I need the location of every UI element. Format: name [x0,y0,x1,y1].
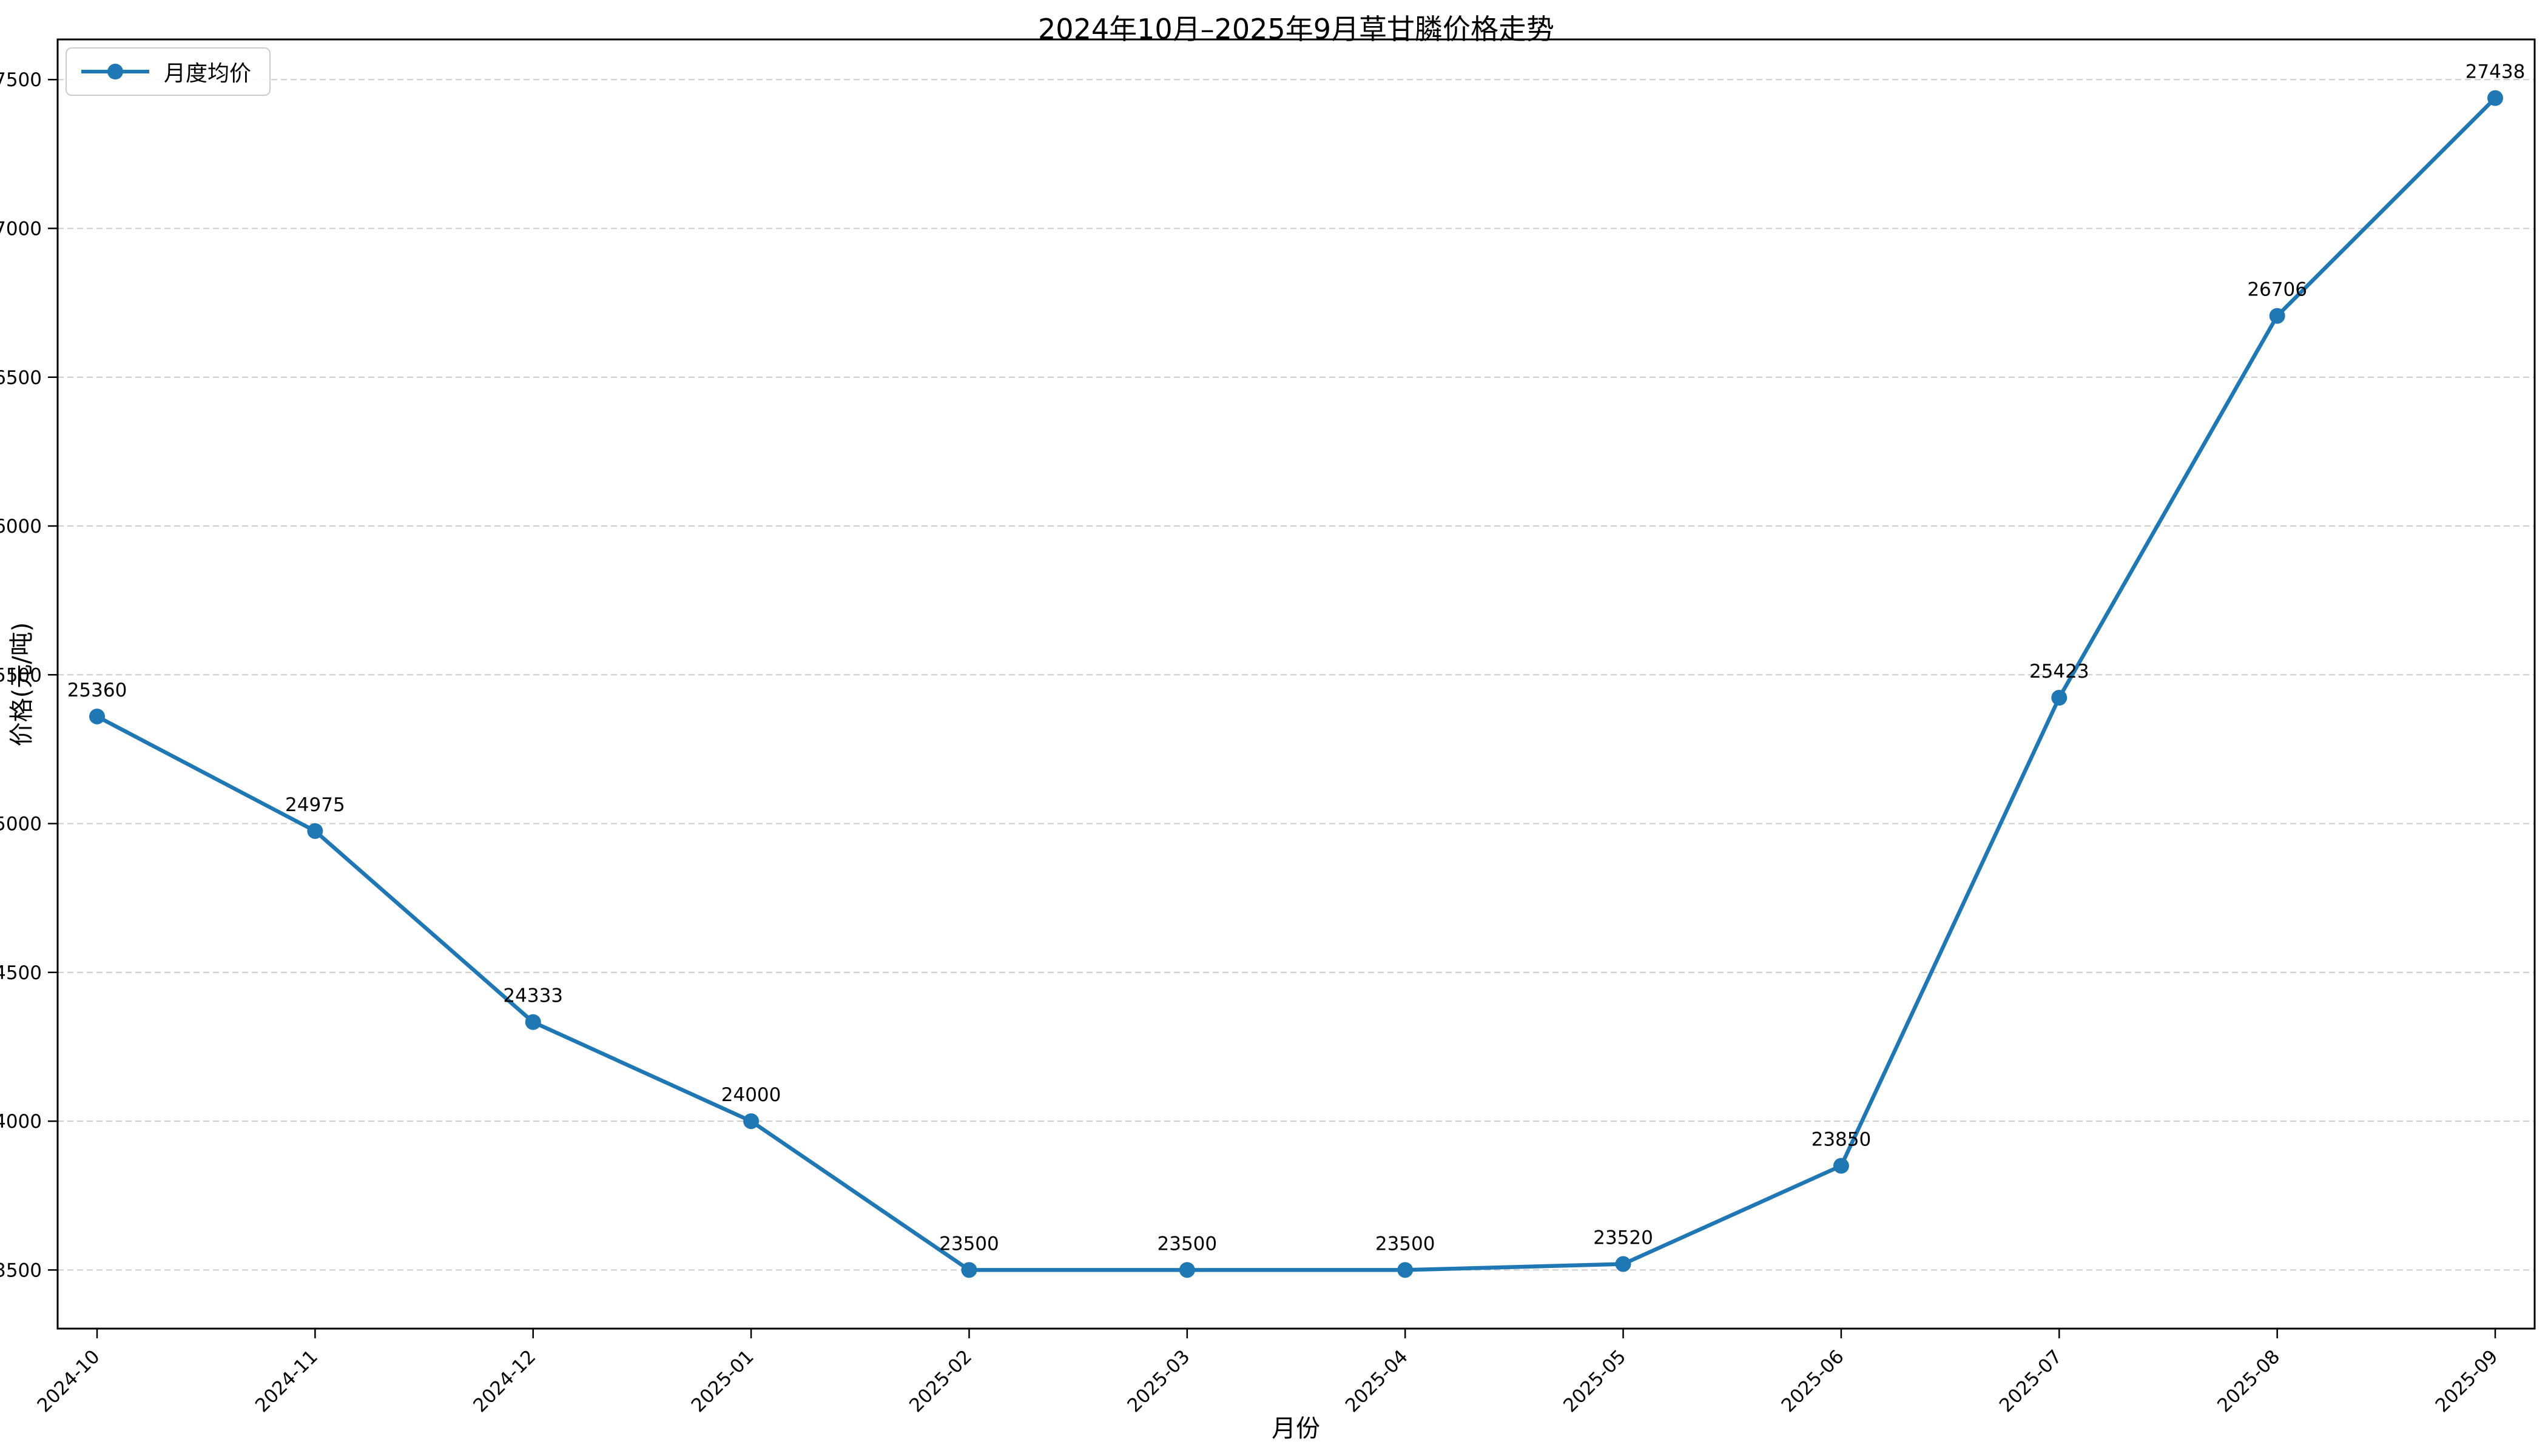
y-tick-label: 25000 [0,814,42,835]
x-tick-label: 2025-06 [1778,1346,1849,1417]
x-tick-label: 2024-11 [251,1346,322,1417]
x-tick-label: 2025-01 [687,1346,758,1417]
y-tick-label: 25500 [0,664,42,686]
y-tick-label: 26000 [0,516,42,538]
x-tick-label: 2025-03 [1123,1346,1194,1417]
data-point-marker [307,823,323,839]
data-point-value-label: 23500 [1158,1233,1218,1255]
data-point-value-label: 25360 [67,679,127,701]
x-tick-label: 2025-09 [2432,1346,2502,1417]
data-point-marker [525,1014,541,1030]
data-point-value-label: 23500 [1375,1233,1435,1255]
y-tick-label: 24000 [0,1111,42,1133]
y-tick-label: 23500 [0,1259,42,1281]
price-trend-line [95,96,2498,1272]
data-point-marker [2487,90,2503,106]
data-point-marker [1615,1256,1631,1272]
data-point-marker [1397,1262,1414,1278]
x-tick-label: 2025-05 [1559,1346,1630,1417]
x-axis-label: 月份 [1272,1415,1320,1443]
data-point-marker [961,1262,977,1278]
x-tick-label: 2024-12 [469,1346,540,1417]
data-point-marker [89,708,105,724]
x-tick-label: 2025-08 [2213,1346,2284,1417]
x-tick-label: 2024-10 [33,1346,104,1417]
data-point-value-label: 24333 [503,985,563,1007]
data-point-marker [2269,308,2285,324]
y-tick-label: 27500 [0,69,42,91]
legend-label: 月度均价 [164,61,252,86]
data-point-marker [743,1113,760,1130]
y-tick-label: 24500 [0,962,42,984]
plot-frame [56,38,2536,1330]
data-point-value-label: 25423 [2029,661,2089,682]
y-tick-label: 27000 [0,218,42,240]
data-point-marker [1179,1262,1195,1278]
data-point-value-label: 24975 [285,794,345,816]
y-tick-label: 26500 [0,367,42,389]
legend-sample-marker [107,64,123,79]
data-point-marker [2051,690,2068,706]
x-tick-label: 2025-04 [1341,1346,1412,1417]
legend-line-marker-icon [81,64,149,79]
data-point-value-label: 27438 [2465,61,2526,83]
data-point-value-label: 26706 [2247,279,2307,301]
x-tick-label: 2025-07 [1995,1346,2066,1417]
data-point-marker [1833,1158,1849,1174]
data-point-value-label: 23850 [1812,1129,1872,1151]
data-point-value-label: 23500 [939,1233,999,1255]
data-point-value-label: 23520 [1593,1227,1653,1249]
x-tick-label: 2025-02 [905,1346,976,1417]
data-point-value-label: 24000 [721,1084,781,1106]
legend: 月度均价 [66,47,271,96]
